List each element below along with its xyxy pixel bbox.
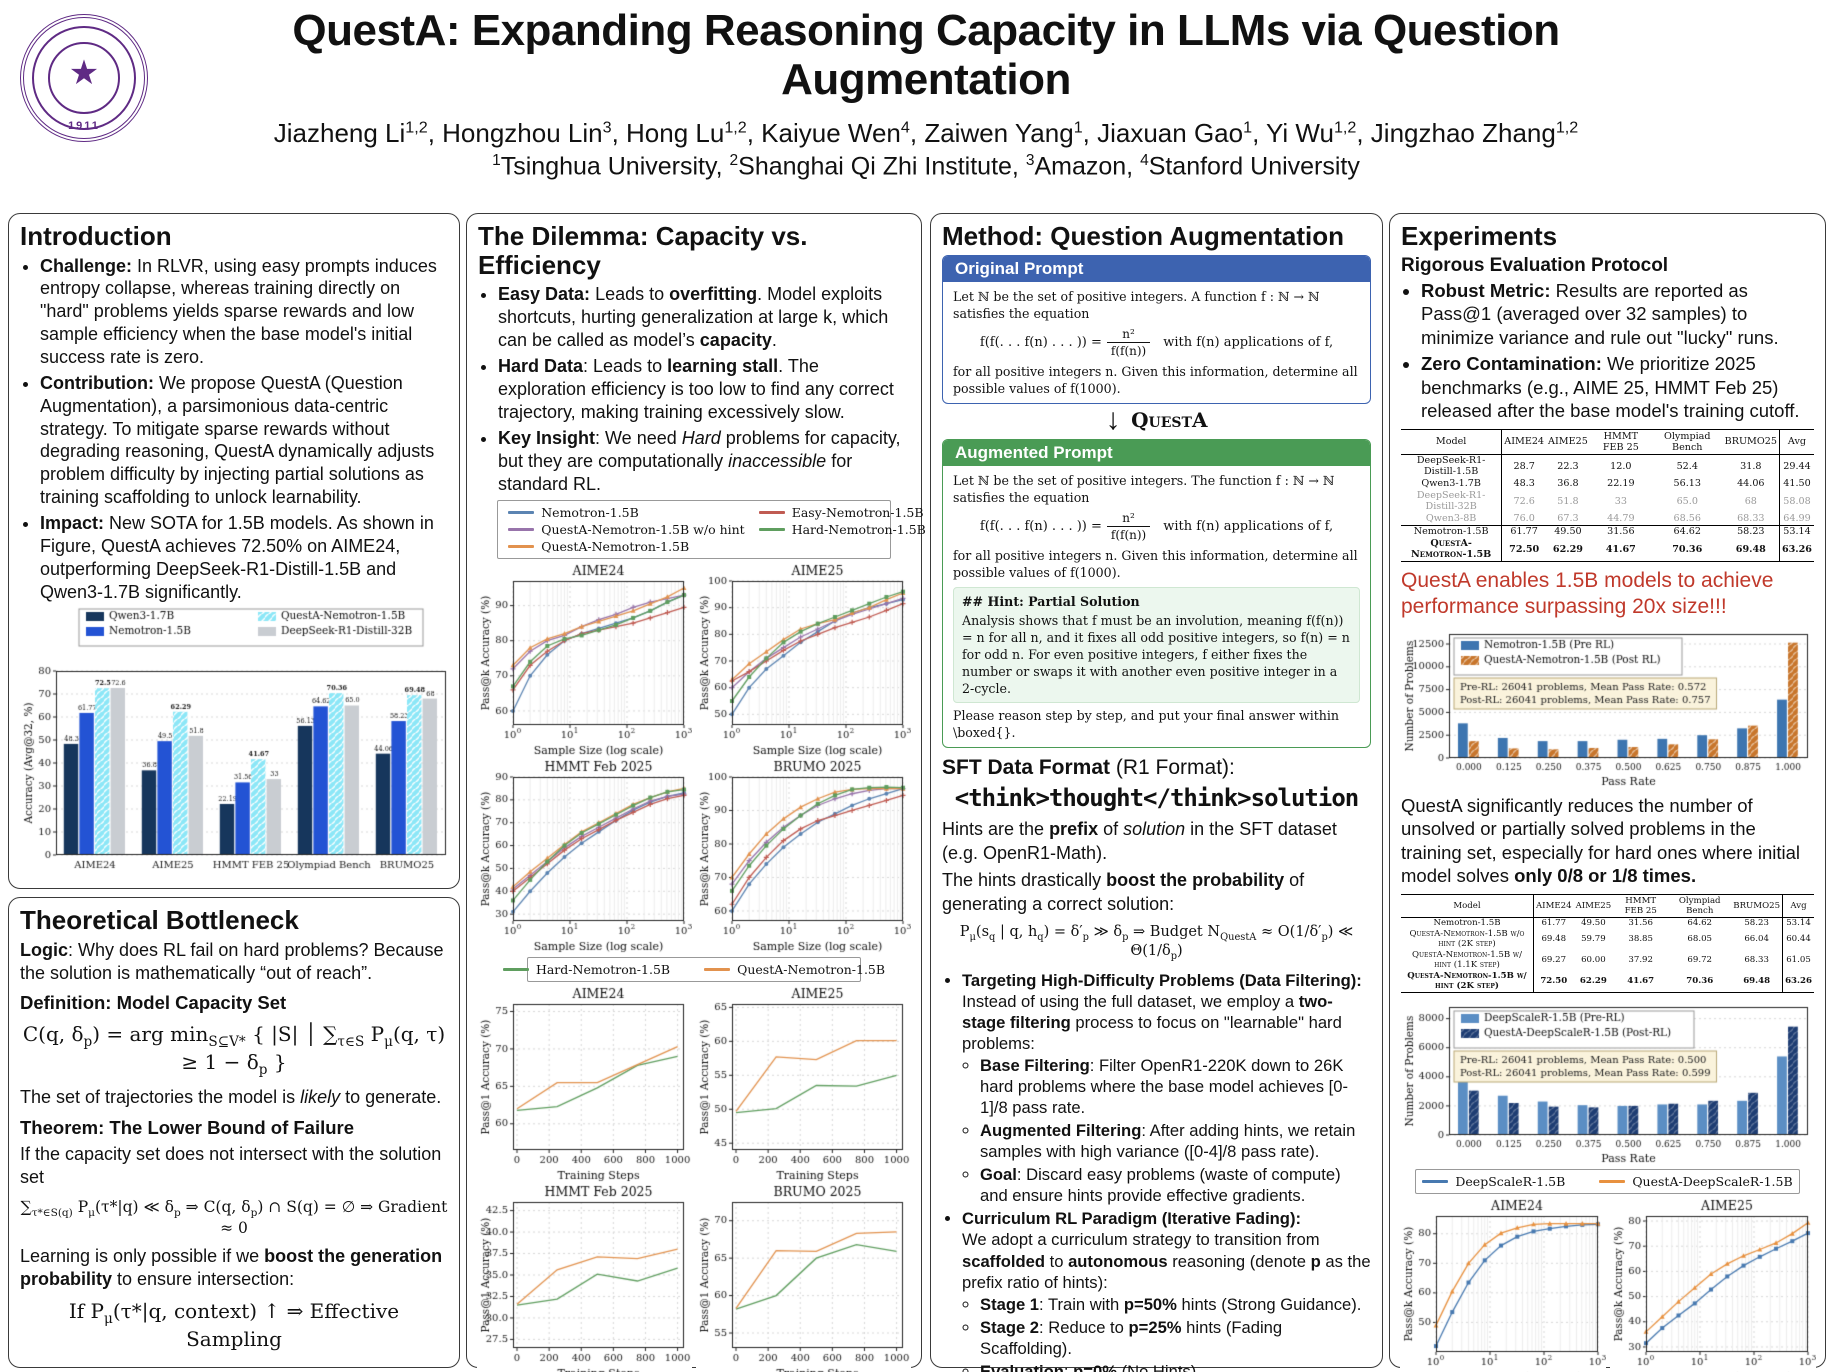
method-bullet-filtering: Targeting High-Difficulty Problems (Data… bbox=[962, 970, 1371, 1207]
theory-learning: Learning is only possible if we boost th… bbox=[20, 1245, 443, 1290]
deepscaler-passrate-histogram bbox=[1401, 996, 1816, 1165]
capacity-set-formula: C(q, δp) = arg minS⊆V* { |S| │ ∑τ∈S Pμ(q… bbox=[22, 1022, 446, 1079]
header: ★ 1911 QuestA: Expanding Reasoning Capac… bbox=[0, 0, 1832, 210]
budget-formula: Pμ(sq | q, hq) = δ′p ≫ δp ⇒ Budget NQues… bbox=[959, 923, 1354, 962]
passk-aime24-chart bbox=[477, 561, 692, 758]
steps-aime24-chart bbox=[477, 984, 692, 1183]
theory-logic: Logic: Why does RL fail on hard problems… bbox=[20, 939, 444, 983]
lower-bound-formula: ∑τ*∈S(q) Pμ(τ*|q) ≪ δp ⇒ C(q, δp) ∩ S(q)… bbox=[20, 1197, 448, 1237]
passk-legend: Nemotron-1.5B Easy-Nemotron-1.5B QuestA-Ne… bbox=[497, 500, 926, 560]
main-results-table: Model AIME24 AIME25 HMMT FEB 25 Olympiad Ben… bbox=[1401, 428, 1814, 562]
method-sub-stage2: Stage 2: Reduce to p=25% hints (Fading S… bbox=[980, 1317, 1371, 1359]
passk-aime25-chart bbox=[696, 561, 911, 758]
ablation-aime25-chart bbox=[1609, 1195, 1816, 1372]
hint-box: ## Hint: Partial Solution Analysis shows… bbox=[953, 587, 1360, 704]
boost-paragraph: The hints drastically boost the probabil… bbox=[942, 870, 1305, 914]
sft-format-code: <think>thought</think>solution bbox=[954, 784, 1359, 813]
augmented-prompt-tail: Please reason step by step, and put your… bbox=[953, 708, 1340, 741]
method-sub-base-filtering: Base Filtering: Filter OpenR1-220K down … bbox=[980, 1055, 1371, 1118]
original-prompt-body: Let ℕ be the set of positive integers. A… bbox=[943, 282, 1370, 403]
method-heading: Method: Question Augmentation bbox=[942, 221, 1344, 251]
authors-line: Jiazheng Li1,2, Hongzhou Lin3, Hong Lu1,… bbox=[273, 118, 1579, 148]
logo-inner-ring bbox=[48, 42, 120, 114]
dilemma-bullets: Easy Data: Leads to overfitting. Model e… bbox=[478, 283, 910, 496]
augmented-prompt-label: Augmented Prompt bbox=[943, 439, 1370, 466]
dilemma-bullet-hard: Hard Data: Leads to learning stall. The … bbox=[498, 355, 910, 424]
exp-bullet-metric: Robust Metric: Results are reported as P… bbox=[1421, 279, 1814, 349]
original-prompt-box: Original Prompt Let ℕ be the set of posi… bbox=[942, 254, 1371, 404]
method-sub-augmented-filtering: Augmented Filtering: After adding hints,… bbox=[980, 1120, 1371, 1162]
training-steps-legend: Hard-Nemotron-1.5B QuestA-Nemotron-1.5B bbox=[502, 957, 885, 983]
hints-paragraph: Hints are the prefix of solution in the … bbox=[942, 819, 1337, 863]
hint-text: Analysis shows that f must be an involut… bbox=[962, 613, 1350, 697]
nemotron-passrate-histogram bbox=[1401, 624, 1816, 788]
augmented-prompt-body: Let ℕ be the set of positive integers. T… bbox=[943, 466, 1370, 747]
questa-arrow-label: QuestA bbox=[1131, 407, 1208, 432]
logo-outer-ring bbox=[20, 14, 148, 142]
steps-hmmt-chart bbox=[477, 1182, 692, 1372]
exp-bullet-contamination: Zero Contamination: We prioritize 2025 b… bbox=[1421, 352, 1814, 422]
sft-format-heading: SFT Data Format (R1 Format): bbox=[942, 756, 1235, 780]
experiments-heading: Experiments bbox=[1401, 221, 1558, 251]
logo-year: 1911 bbox=[68, 120, 100, 132]
ablation-results-table: Model AIME24 AIME25 HMMT FEB 25 Olympiad Ben… bbox=[1401, 893, 1814, 993]
red-highlight-note: QuestA enables 1.5B models to achieve pe… bbox=[1401, 568, 1774, 618]
introduction-panel: Introduction Challenge: In RLVR, using e… bbox=[8, 213, 460, 889]
ablation-legend: DeepScaleR-1.5B QuestA-DeepScaleR-1.5B bbox=[1414, 1168, 1801, 1194]
original-prompt-line1: Let ℕ be the set of positive integers. A… bbox=[953, 288, 1320, 321]
theory-panel: Theoretical Bottleneck Logic: Why does R… bbox=[8, 897, 460, 1368]
intro-benchmark-bar-chart bbox=[20, 607, 454, 876]
steps-brumo-chart bbox=[696, 1182, 911, 1372]
experiments-panel: Experiments Rigorous Evaluation Protocol… bbox=[1389, 213, 1826, 1372]
passk-hmmt-chart bbox=[477, 757, 692, 954]
tsinghua-logo: ★ 1911 bbox=[18, 8, 154, 158]
logo-star-icon: ★ bbox=[68, 54, 100, 92]
dilemma-heading: The Dilemma: Capacity vs. Efficiency bbox=[478, 221, 808, 280]
dilemma-bullet-insight: Key Insight: We need Hard problems for c… bbox=[498, 427, 910, 496]
experiments-bullets: Robust Metric: Results are reported as P… bbox=[1401, 279, 1814, 423]
method-sub-stage1: Stage 1: Train with p=50% hints (Strong … bbox=[980, 1294, 1371, 1315]
theory-definition-heading: Definition: Model Capacity Set bbox=[20, 992, 287, 1014]
augmented-prompt-line2: for all positive integers n. Given this … bbox=[953, 548, 1358, 581]
intro-bullet-contribution: Contribution: We propose QuestA (Questio… bbox=[40, 372, 448, 509]
logo-mid-ring bbox=[32, 26, 136, 130]
introduction-bullets: Challenge: In RLVR, using easy prompts i… bbox=[20, 255, 448, 604]
method-panel: Method: Question Augmentation Original P… bbox=[930, 213, 1383, 1372]
theory-if-text: If the capacity set does not intersect w… bbox=[20, 1143, 442, 1188]
passk-brumo-chart bbox=[696, 757, 911, 954]
augmented-prompt-line1: Let ℕ be the set of positive integers. T… bbox=[953, 472, 1335, 505]
theory-likely: The set of trajectories the model is lik… bbox=[20, 1087, 442, 1108]
steps-aime25-chart bbox=[696, 984, 911, 1183]
ablation-aime24-chart bbox=[1399, 1195, 1606, 1372]
method-sub-evaluation: Evaluation: p=0% (No Hints). bbox=[980, 1361, 1371, 1372]
protocol-heading: Rigorous Evaluation Protocol bbox=[1401, 254, 1669, 276]
dilemma-panel: The Dilemma: Capacity vs. Efficiency Eas… bbox=[466, 213, 926, 1372]
theory-heading: Theoretical Bottleneck bbox=[20, 905, 299, 935]
intro-bullet-challenge: Challenge: In RLVR, using easy prompts i… bbox=[40, 255, 448, 369]
augmented-prompt-box: Augmented Prompt Let ℕ be the set of pos… bbox=[942, 438, 1371, 749]
poster-title: QuestA: Expanding Reasoning Capacity in … bbox=[292, 6, 1560, 105]
down-arrow-icon: ↓ bbox=[1105, 402, 1121, 436]
original-prompt-label: Original Prompt bbox=[943, 255, 1370, 282]
introduction-heading: Introduction bbox=[20, 221, 172, 251]
effective-sampling-formula: If Pμ(τ*|q, context) ↑ ⇒ Effective Sampl… bbox=[68, 1299, 400, 1352]
augmented-prompt-formula: f(f(. . . f(n) . . . )) = n² f(f(n)) with f… bbox=[979, 510, 1334, 543]
dilemma-bullet-easy: Easy Data: Leads to overfitting. Model e… bbox=[498, 283, 910, 352]
questa-arrow: ↓ QuestA bbox=[942, 402, 1371, 436]
intro-bullet-impact: Impact: New SOTA for 1.5B models. As sho… bbox=[40, 512, 448, 603]
histogram-caption: QuestA significantly reduces the number … bbox=[1401, 795, 1800, 887]
original-prompt-line2: for all positive integers n. Given this … bbox=[953, 363, 1358, 396]
method-bullets: Targeting High-Difficulty Problems (Data… bbox=[942, 970, 1371, 1372]
method-bullet-curriculum: Curriculum RL Paradigm (Iterative Fading… bbox=[962, 1208, 1371, 1372]
method-sub-goal-1: Goal: Discard easy problems (waste of co… bbox=[980, 1164, 1371, 1206]
theory-theorem-heading: Theorem: The Lower Bound of Failure bbox=[20, 1116, 355, 1138]
original-prompt-formula: f(f(. . . f(n) . . . )) = n² f(f(n)) with f… bbox=[979, 326, 1334, 358]
hint-heading: ## Hint: Partial Solution bbox=[962, 594, 1140, 610]
affiliations-line: 1Tsinghua University, 2Shanghai Qi Zhi I… bbox=[492, 152, 1360, 181]
